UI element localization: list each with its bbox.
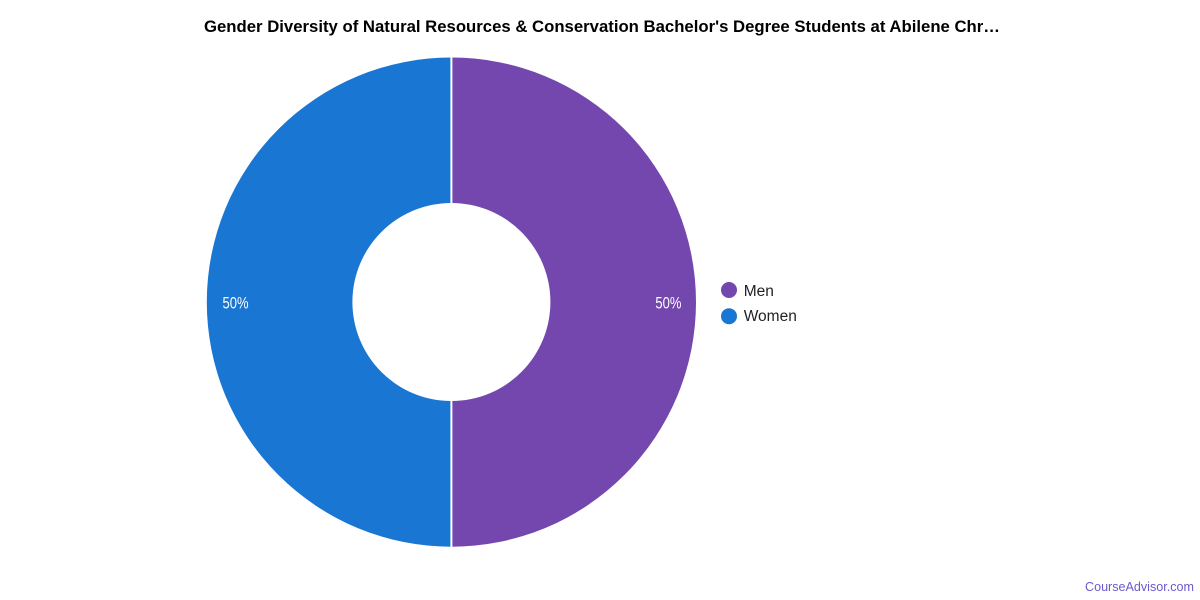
svg-text:50%: 50% — [655, 294, 681, 313]
svg-text:CourseAdvisor.com: CourseAdvisor.com — [1085, 579, 1194, 594]
svg-text:Women: Women — [744, 308, 797, 325]
svg-text:Gender Diversity of Natural Re: Gender Diversity of Natural Resources & … — [204, 17, 1000, 36]
svg-text:50%: 50% — [223, 294, 249, 313]
svg-text:Men: Men — [744, 283, 774, 300]
